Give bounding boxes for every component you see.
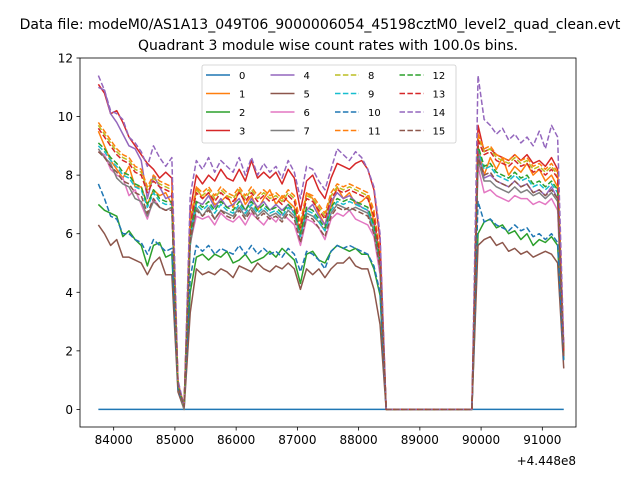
series-line-15 [97, 151, 565, 411]
legend-label-2: 2 [239, 108, 245, 119]
legend-label-13: 13 [433, 90, 446, 101]
y-tick-label: 0 [65, 403, 73, 417]
y-tick-label: 2 [65, 344, 73, 358]
y-tick-label: 6 [65, 227, 73, 241]
legend-label-1: 1 [239, 90, 245, 101]
plot-area: 84000 85000 86000 87000 88000 89000 90000 91000… [58, 52, 577, 468]
y-tick-label: 8 [65, 169, 73, 183]
legend-label-5: 5 [304, 90, 310, 101]
legend-label-8: 8 [368, 71, 374, 82]
legend-label-4: 4 [304, 71, 310, 82]
y-tick-label: 12 [58, 52, 73, 66]
x-tick-label: 87000 [278, 433, 316, 447]
x-tick-label: 88000 [340, 433, 378, 447]
legend-label-15: 15 [433, 127, 446, 138]
axes-frame [79, 57, 577, 428]
legend-label-7: 7 [304, 127, 310, 138]
x-tick-label: 91000 [523, 433, 561, 447]
series-line-12 [97, 142, 565, 411]
series-lines [97, 74, 565, 411]
x-tick-label: 89000 [401, 433, 439, 447]
y-tick-label: 4 [65, 286, 73, 300]
x-tick-label: 90000 [462, 433, 500, 447]
legend-label-3: 3 [239, 127, 245, 138]
legend-label-12: 12 [433, 71, 446, 82]
series-line-11 [97, 122, 565, 411]
legend-label-14: 14 [433, 108, 446, 119]
legend-label-6: 6 [304, 108, 310, 119]
x-offset-label: +4.448e8 [517, 454, 576, 468]
legend-label-9: 9 [368, 90, 374, 101]
legend-label-11: 11 [368, 127, 381, 138]
legend-label-0: 0 [239, 71, 245, 82]
legend-label-10: 10 [368, 108, 381, 119]
figure-suptitle: Data file: modeM0/AS1A13_049T06_90000060… [20, 17, 621, 33]
x-tick-label: 85000 [156, 433, 194, 447]
legend-frame [201, 64, 457, 144]
series-line-5 [97, 224, 565, 411]
x-tick-label: 84000 [95, 433, 133, 447]
x-tick-label: 86000 [217, 433, 255, 447]
chart-title: Quadrant 3 module wise count rates with … [138, 38, 518, 54]
y-tick-label: 10 [58, 110, 73, 124]
